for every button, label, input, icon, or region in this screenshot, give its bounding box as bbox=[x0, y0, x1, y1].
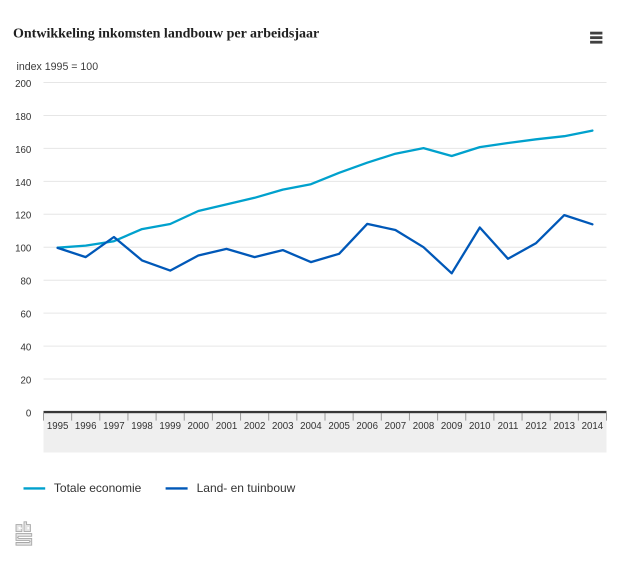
svg-text:2008: 2008 bbox=[413, 421, 435, 432]
svg-text:2007: 2007 bbox=[385, 421, 407, 432]
svg-text:Land- en tuinbouw: Land- en tuinbouw bbox=[197, 481, 296, 495]
svg-text:2011: 2011 bbox=[498, 421, 519, 432]
svg-text:Totale economie: Totale economie bbox=[54, 481, 142, 495]
svg-text:2001: 2001 bbox=[216, 421, 238, 432]
svg-text:1998: 1998 bbox=[131, 421, 153, 432]
svg-text:160: 160 bbox=[15, 145, 32, 156]
svg-text:40: 40 bbox=[21, 343, 32, 354]
svg-text:20: 20 bbox=[21, 375, 32, 386]
svg-text:1995: 1995 bbox=[47, 421, 69, 432]
svg-text:Ontwikkeling inkomsten landbou: Ontwikkeling inkomsten landbouw per arbe… bbox=[13, 27, 319, 42]
svg-text:2012: 2012 bbox=[525, 421, 547, 432]
svg-text:140: 140 bbox=[15, 178, 32, 189]
svg-text:1996: 1996 bbox=[75, 421, 97, 432]
svg-text:1997: 1997 bbox=[103, 421, 125, 432]
svg-text:180: 180 bbox=[15, 112, 32, 123]
svg-text:1999: 1999 bbox=[159, 421, 181, 432]
svg-text:60: 60 bbox=[21, 310, 32, 321]
svg-text:2005: 2005 bbox=[328, 421, 350, 432]
svg-text:80: 80 bbox=[21, 277, 32, 288]
svg-text:2010: 2010 bbox=[469, 421, 491, 432]
svg-text:2003: 2003 bbox=[272, 421, 294, 432]
svg-text:2014: 2014 bbox=[582, 421, 604, 432]
svg-text:2004: 2004 bbox=[300, 421, 322, 432]
svg-text:2013: 2013 bbox=[554, 421, 576, 432]
svg-text:2000: 2000 bbox=[188, 421, 210, 432]
svg-text:2009: 2009 bbox=[441, 421, 463, 432]
svg-text:100: 100 bbox=[15, 244, 32, 255]
svg-text:120: 120 bbox=[15, 211, 32, 222]
svg-text:0: 0 bbox=[26, 408, 32, 419]
svg-text:2006: 2006 bbox=[356, 421, 378, 432]
svg-text:200: 200 bbox=[15, 79, 32, 90]
svg-text:2002: 2002 bbox=[244, 421, 266, 432]
svg-text:index 1995 = 100: index 1995 = 100 bbox=[17, 61, 99, 73]
